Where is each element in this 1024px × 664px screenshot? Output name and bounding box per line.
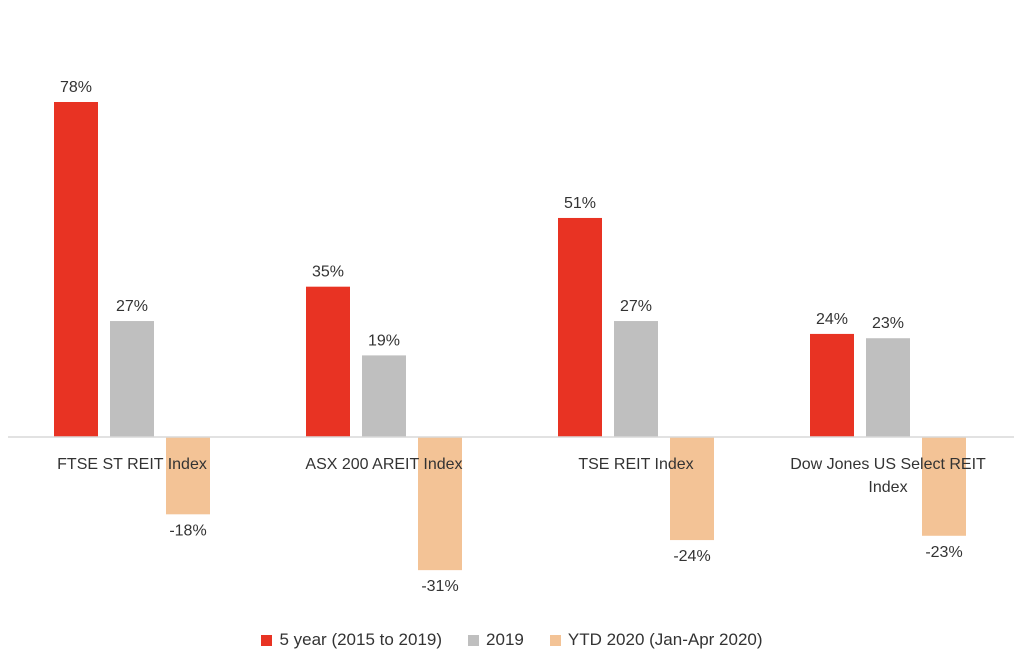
category-label-3: TSE REIT Index [578,456,693,473]
bar-ytd-2020-2 [418,437,462,571]
bar-ytd-2020-3 [670,437,714,541]
bar-2019-2 [362,355,406,437]
bar-5-year-1 [54,102,98,437]
legend-label-5-year: 5 year (2015 to 2019) [279,630,443,649]
data-label-ytd-2020-3: -24% [673,548,710,565]
category-label-1: FTSE ST REIT Index [57,456,207,473]
bar-ytd-2020-1 [166,437,210,515]
data-label-2019-4: 23% [872,315,904,332]
category-label-line: ASX 200 AREIT Index [305,456,462,473]
bar-5-year-4 [810,333,854,437]
legend-item-2019: 2019 [468,630,524,650]
data-label-ytd-2020-1: -18% [169,522,206,539]
category-label-line: Index [868,479,907,496]
category-label-line: Dow Jones US Select REIT [790,456,986,473]
bar-chart: 78% 35% 51% 24% 27% 19% 27% 23% -18% -31% -24% -23%… [8,79,1014,595]
legend-swatch-5-year [261,634,273,646]
bar-5-year-3 [558,217,602,437]
data-label-2019-2: 19% [368,332,400,349]
data-label-5-year-4: 24% [816,311,848,328]
bar-ytd-2020-4 [922,437,966,536]
legend-swatch-ytd-2020 [549,634,561,646]
data-label-2019-1: 27% [116,298,148,315]
legend-label-ytd-2020: YTD 2020 (Jan-Apr 2020) [567,630,763,649]
category-label-line: FTSE ST REIT Index [57,456,207,473]
category-label-line: TSE REIT Index [578,456,693,473]
legend-item-5-year: 5 year (2015 to 2019) [261,630,442,650]
data-label-5-year-1: 78% [60,79,92,96]
category-label-2: ASX 200 AREIT Index [305,456,462,473]
legend-swatch-2019 [468,634,480,646]
bar-2019-3 [614,321,658,437]
category-label-4: Dow Jones US Select REIT Index [790,456,986,496]
bar-2019-1 [110,321,154,437]
data-label-5-year-3: 51% [564,195,596,212]
data-label-ytd-2020-4: -23% [925,544,962,561]
legend-item-ytd-2020: YTD 2020 (Jan-Apr 2020) [549,630,763,650]
data-label-2019-3: 27% [620,298,652,315]
legend-label-2019: 2019 [486,630,524,649]
bar-2019-4 [866,338,910,437]
bar-5-year-2 [306,286,350,437]
legend: 5 year (2015 to 2019) 2019 YTD 2020 (Jan… [0,628,1024,652]
data-label-5-year-2: 35% [312,264,344,281]
data-label-ytd-2020-2: -31% [421,578,458,595]
